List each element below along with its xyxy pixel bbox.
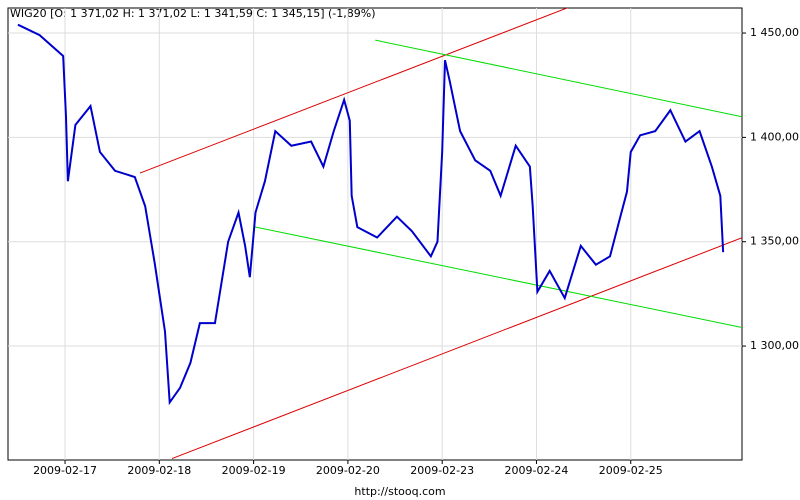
y-tick-label: 1 400,00 — [750, 130, 799, 143]
footer: http://stooq.com — [354, 485, 445, 498]
trend-line — [253, 226, 742, 328]
trend-line — [171, 237, 742, 460]
plot-content — [8, 8, 742, 460]
x-tick-label: 2009-02-25 — [599, 464, 663, 477]
x-tick-label: 2009-02-20 — [316, 464, 380, 477]
chart-title: WIG20 [O: 1 371,02 H: 1 371,02 L: 1 341,… — [10, 7, 376, 20]
x-tick-label: 2009-02-19 — [222, 464, 286, 477]
y-tick-label: 1 300,00 — [750, 339, 799, 352]
x-tick-label: 2009-02-18 — [127, 464, 191, 477]
x-tick-label: 2009-02-24 — [504, 464, 568, 477]
x-tick-label: 2009-02-17 — [33, 464, 97, 477]
y-tick-label: 1 450,00 — [750, 26, 799, 39]
x-tick-label: 2009-02-23 — [410, 464, 474, 477]
price-line — [17, 23, 725, 406]
trend-line — [375, 39, 742, 118]
trend-line — [139, 8, 569, 174]
y-tick-label: 1 350,00 — [750, 235, 799, 248]
plot-area — [7, 7, 743, 461]
